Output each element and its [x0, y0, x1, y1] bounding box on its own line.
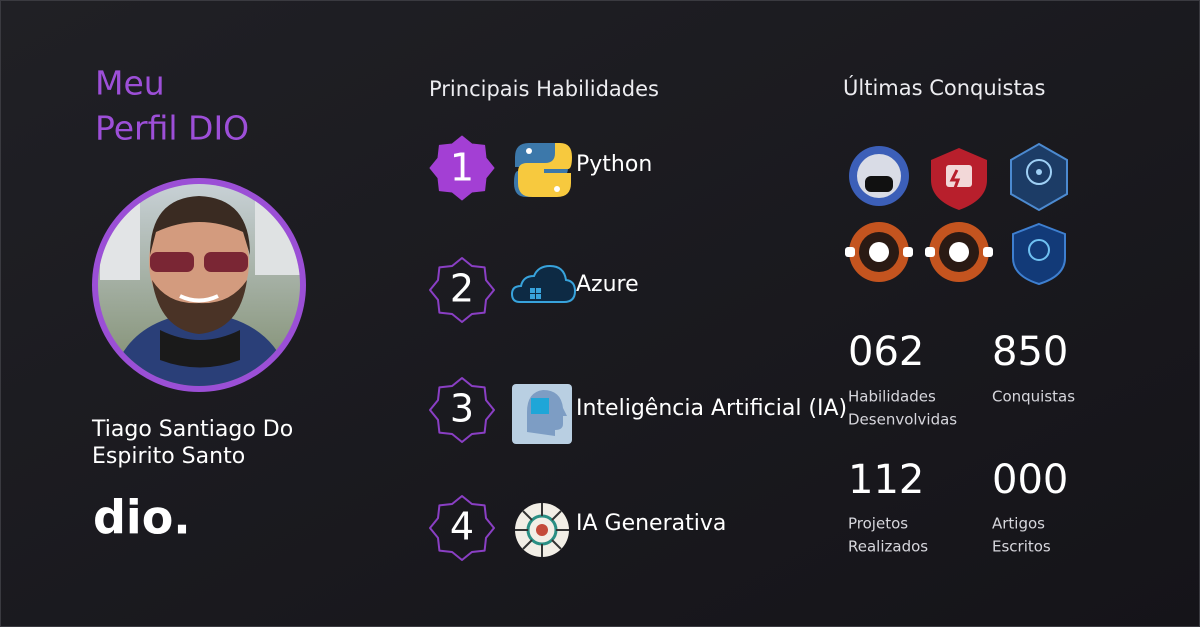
- rank-number: 1: [450, 146, 474, 190]
- genai-icon: [515, 503, 569, 557]
- skill-name: Azure: [576, 272, 639, 297]
- dio-logo: dio.: [93, 491, 191, 545]
- rank-number: 4: [450, 505, 474, 549]
- python-icon: [514, 143, 572, 197]
- ai-icon: [512, 384, 572, 444]
- skill-name: Inteligência Artificial (IA): [576, 396, 847, 421]
- badge: [1010, 142, 1068, 212]
- badge: [845, 222, 913, 282]
- badge: [1012, 222, 1066, 286]
- badge: [849, 146, 909, 206]
- stat-label: Habilidades: [848, 388, 936, 406]
- skill-row: 4 IA Generativa: [429, 495, 726, 561]
- stat-value: 000: [992, 457, 1068, 503]
- rank-number: 2: [450, 267, 474, 311]
- stat-label: Projetos: [848, 515, 908, 533]
- page-title: Perfil DIO: [95, 109, 249, 148]
- section-title: Últimas Conquistas: [843, 75, 1046, 100]
- skill-row: 3 Inteligência Artificial (IA): [429, 377, 847, 444]
- stat-label: Conquistas: [992, 388, 1075, 406]
- rank-number: 3: [450, 387, 474, 431]
- skill-row: 2 Azure: [429, 257, 639, 323]
- badge: [931, 148, 987, 210]
- page-title: Meu: [95, 64, 165, 103]
- user-name: Tiago Santiago Do: [91, 417, 293, 442]
- stat-label: Artigos: [992, 515, 1045, 533]
- stat-value: 112: [848, 457, 924, 503]
- stat-label: Escritos: [992, 538, 1051, 556]
- rank-seal: [429, 135, 495, 201]
- azure-icon: [510, 264, 577, 303]
- skill-name: Python: [576, 152, 652, 177]
- stat-value: 850: [992, 329, 1068, 375]
- profile-photo: [92, 178, 306, 392]
- badges: [845, 142, 1068, 286]
- stat-label: Realizados: [848, 538, 928, 556]
- rank-seal: [429, 495, 495, 561]
- skill-row: 1 Python: [429, 135, 652, 201]
- skill-name: IA Generativa: [576, 511, 726, 536]
- rank-seal: [429, 257, 495, 323]
- rank-seal: [429, 377, 495, 443]
- user-name: Espirito Santo: [92, 444, 245, 469]
- section-title: Principais Habilidades: [429, 77, 659, 101]
- badge: [925, 222, 993, 282]
- stat-label: Desenvolvidas: [848, 411, 957, 429]
- stat-value: 062: [848, 329, 924, 375]
